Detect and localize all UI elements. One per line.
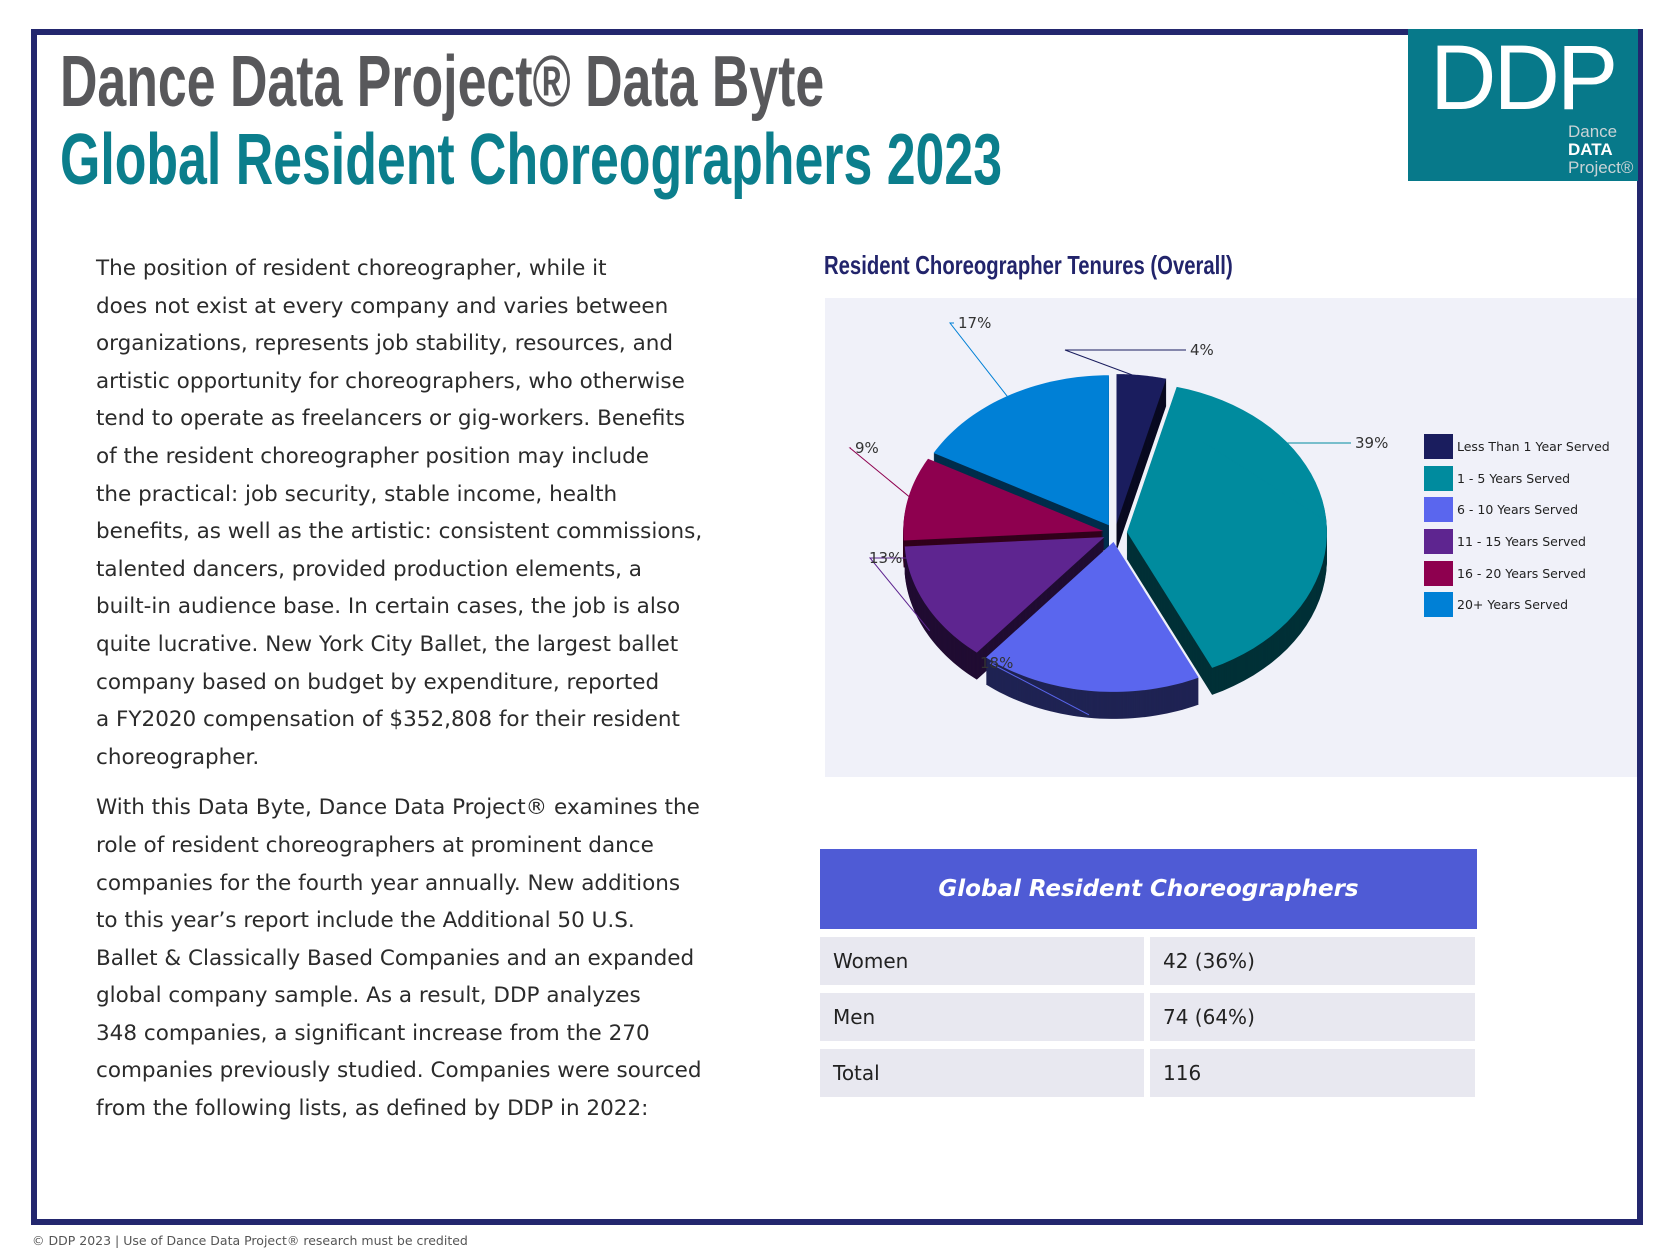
pie-slice (1126, 386, 1327, 668)
row-value: 116 (1150, 1049, 1475, 1097)
legend-label: 6 - 10 Years Served (1457, 502, 1579, 518)
ddp-logo: DDP Dance DATA Project® (1408, 29, 1638, 181)
body-line: to this year’s report include the Additi… (96, 908, 635, 934)
pie-slice (904, 537, 1105, 653)
legend-label: 20+ Years Served (1457, 597, 1569, 613)
legend-swatch (1424, 592, 1453, 618)
pie-slice (903, 458, 1104, 541)
body-line: global company sample. As a result, DDP … (96, 983, 641, 1009)
body-line: talented dancers, provided production el… (96, 556, 642, 582)
body-line: With this Data Byte, Dance Data Project®… (96, 795, 700, 821)
legend-swatch (1424, 497, 1453, 523)
paragraph-2: With this Data Byte, Dance Data Project®… (96, 789, 702, 1127)
page-title: Dance Data Project® Data Byte (60, 42, 825, 122)
table-title: Global Resident Choreographers (820, 849, 1477, 929)
body-line: Ballet & Classically Based Companies and… (96, 945, 695, 971)
legend-item: 16 - 20 Years Served (1424, 557, 1610, 589)
body-line: choreographer. (96, 744, 260, 770)
body-line: a FY2020 compensation of $352,808 for th… (96, 707, 680, 733)
legend-swatch (1424, 434, 1453, 460)
legend-label: 11 - 15 Years Served (1457, 534, 1586, 550)
body-line: quite lucrative. New York City Ballet, t… (96, 631, 679, 657)
chart-legend: Less Than 1 Year Served 1 - 5 Years Serve… (1424, 431, 1610, 621)
table-row: Women 42 (36%) (820, 937, 1477, 985)
body-line: of the resident choreographer position m… (96, 443, 649, 469)
legend-item: Less Than 1 Year Served (1424, 431, 1610, 463)
paragraph-1: The position of resident choreographer, … (96, 250, 702, 776)
leader-line (948, 322, 1010, 400)
logo-letters: DDP (1430, 29, 1618, 129)
body-line: 348 companies, a significant increase fr… (96, 1020, 650, 1046)
table-row: Total 116 (820, 1049, 1477, 1097)
legend-swatch (1424, 529, 1453, 555)
body-line: built-in audience base. In certain cases… (96, 594, 681, 620)
body-line: the practical: job security, stable inco… (96, 481, 618, 507)
row-label: Men (820, 993, 1144, 1041)
page-subtitle: Global Resident Choreographers 2023 (60, 120, 1003, 200)
body-line: tend to operate as freelancers or gig-wo… (96, 406, 686, 432)
leader-line (868, 557, 931, 632)
leader-line (1203, 442, 1351, 519)
data-label: 17% (958, 314, 991, 332)
pie-slice (933, 375, 1109, 526)
row-value: 74 (64%) (1150, 993, 1475, 1041)
data-label: 39% (1355, 434, 1388, 452)
chart-title: Resident Choreographer Tenures (Overall) (824, 250, 1233, 280)
body-line: artistic opportunity for choreographers,… (96, 368, 685, 394)
body-line: companies previously studied. Companies … (96, 1058, 702, 1084)
leader-line (1064, 349, 1186, 379)
legend-item: 6 - 10 Years Served (1424, 494, 1610, 526)
leader-line (848, 447, 913, 500)
legend-label: 16 - 20 Years Served (1457, 565, 1586, 581)
body-line: does not exist at every company and vari… (96, 293, 669, 319)
body-line: The position of resident choreographer, … (96, 256, 607, 281)
pie-chart: 4% 39% 18% 13% 9% 17% (848, 314, 1388, 719)
logo-wordmark: Dance DATA Project® (1568, 123, 1633, 177)
row-label: Women (820, 937, 1144, 985)
data-label: 18% (980, 654, 1013, 672)
data-label: 13% (869, 549, 902, 567)
legend-swatch (1424, 560, 1453, 586)
page-frame (31, 29, 1643, 1225)
body-line: companies for the fourth year annually. … (96, 870, 681, 896)
body-line: from the following lists, as defined by … (96, 1096, 649, 1122)
table-row: Men 74 (64%) (820, 993, 1477, 1041)
legend-item: 11 - 15 Years Served (1424, 526, 1610, 558)
pie-slice (1116, 374, 1167, 525)
body-line: benefits, as well as the artistic: consi… (96, 519, 703, 545)
body-text: The position of resident choreographer, … (96, 250, 702, 1128)
body-line: company based on budget by expenditure, … (96, 669, 660, 695)
body-line: role of resident choreographers at promi… (96, 832, 654, 858)
legend-label: 1 - 5 Years Served (1457, 470, 1571, 486)
footer-credit: © DDP 2023 | Use of Dance Data Project® … (32, 1233, 468, 1248)
row-label: Total (820, 1049, 1144, 1097)
legend-item: 20+ Years Served (1424, 589, 1610, 621)
leader-line (989, 662, 1090, 716)
logo-line1: Dance (1568, 122, 1618, 141)
legend-item: 1 - 5 Years Served (1424, 463, 1610, 495)
legend-label: Less Than 1 Year Served (1457, 439, 1610, 455)
logo-line3: Project® (1568, 158, 1634, 177)
pie-slice (986, 541, 1199, 692)
choreographers-table: Global Resident Choreographers Women 42 (… (820, 849, 1477, 1097)
row-value: 42 (36%) (1150, 937, 1475, 985)
data-label: 4% (1190, 341, 1214, 359)
body-line: organizations, represents job stability,… (96, 331, 674, 357)
data-label: 9% (855, 439, 879, 457)
legend-swatch (1424, 465, 1453, 491)
logo-line2: DATA (1568, 140, 1613, 159)
